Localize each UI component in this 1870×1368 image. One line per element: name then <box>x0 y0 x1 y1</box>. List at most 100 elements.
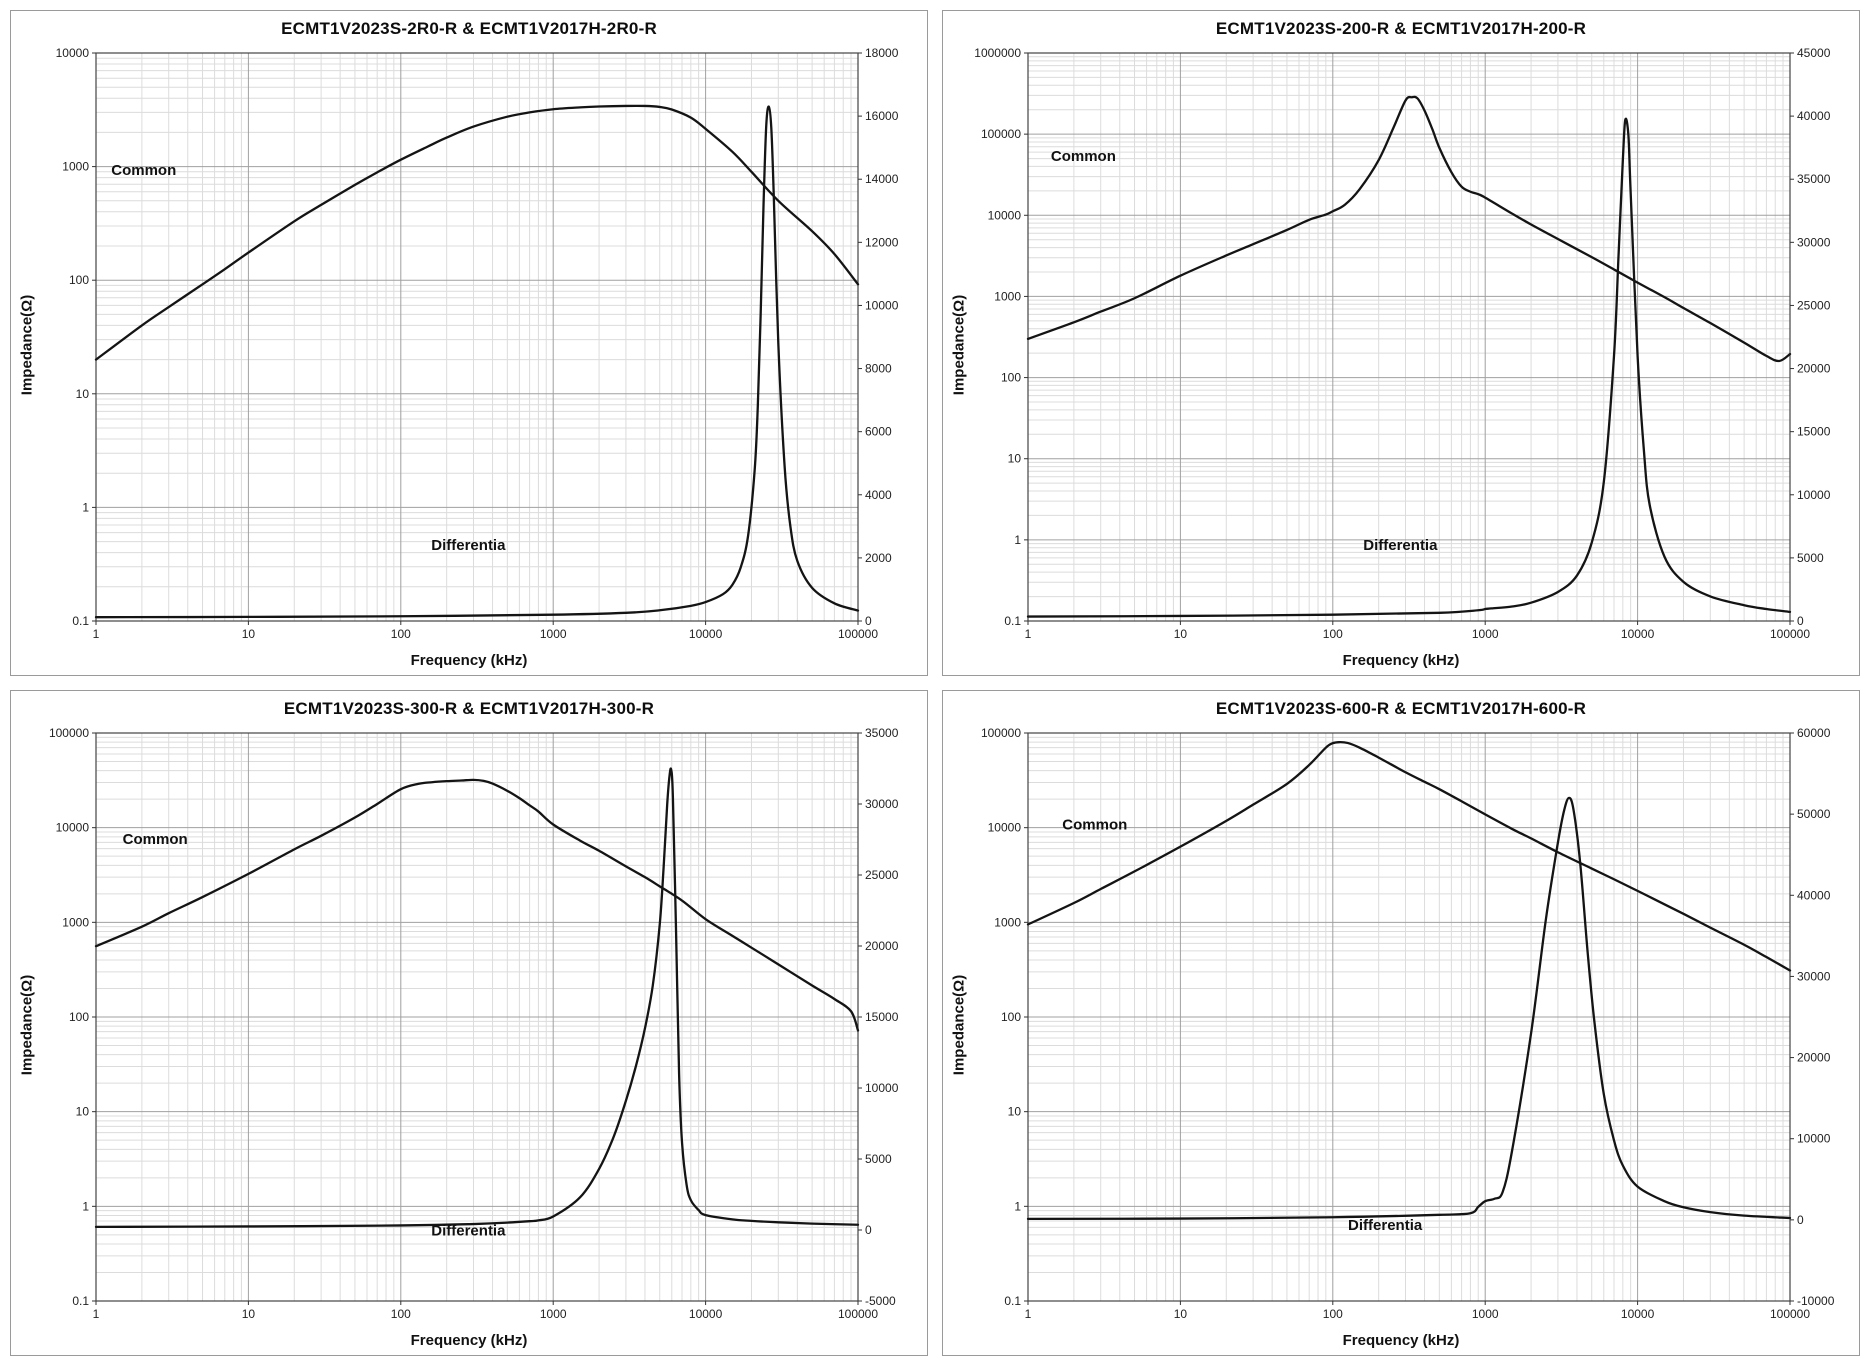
svg-text:-5000: -5000 <box>865 1294 896 1308</box>
plot-area: 1 10 100 1000 10000 1000000.11101001000100001… <box>49 726 899 1321</box>
svg-text:100: 100 <box>391 1307 411 1321</box>
svg-text:50000: 50000 <box>1797 807 1831 821</box>
svg-text:10000: 10000 <box>1797 488 1831 502</box>
svg-text:1: 1 <box>82 1199 89 1213</box>
svg-text:100: 100 <box>1001 1010 1021 1024</box>
differential-mode-curve <box>1026 796 1792 1221</box>
svg-text:20000: 20000 <box>1797 1051 1831 1065</box>
svg-text:1000: 1000 <box>540 627 567 641</box>
common-curve-label: Common <box>111 162 176 179</box>
common-mode-curve <box>94 778 860 1032</box>
svg-text:35000: 35000 <box>865 726 899 740</box>
svg-text:0.1: 0.1 <box>1004 614 1021 628</box>
svg-text:30000: 30000 <box>1797 969 1831 983</box>
svg-text:10000: 10000 <box>1621 627 1655 641</box>
chart-card-600: ECMT1V2023S-600-R & ECMT1V2017H-600-R Im… <box>942 690 1860 1356</box>
svg-text:1000: 1000 <box>62 915 89 929</box>
svg-text:1000000: 1000000 <box>974 46 1021 60</box>
svg-text:1000: 1000 <box>1472 627 1499 641</box>
svg-text:8000: 8000 <box>865 362 892 376</box>
svg-text:10000: 10000 <box>56 46 90 60</box>
svg-text:10000: 10000 <box>689 627 723 641</box>
chart-card-200: ECMT1V2023S-200-R & ECMT1V2017H-200-R Im… <box>942 10 1860 676</box>
svg-text:10: 10 <box>1008 1105 1022 1119</box>
svg-text:0.1: 0.1 <box>72 1294 89 1308</box>
common-curve-label: Common <box>123 831 188 848</box>
svg-text:30000: 30000 <box>1797 235 1831 249</box>
differentia-curve-label: Differentia <box>1348 1217 1423 1234</box>
svg-text:20000: 20000 <box>865 939 899 953</box>
svg-text:10000: 10000 <box>56 821 90 835</box>
svg-text:1: 1 <box>1025 1307 1032 1321</box>
differentia-curve-label: Differentia <box>431 537 506 554</box>
svg-text:0: 0 <box>1797 614 1804 628</box>
left-axis-title: Impedance(Ω) <box>18 294 36 396</box>
chart-body: Impedance(Ω) 1 10 100 1000 10000 100000 0.1 1 10… <box>948 41 1854 649</box>
differential-mode-curve <box>1026 117 1792 618</box>
svg-text:100: 100 <box>69 1010 89 1024</box>
x-axis-title: Frequency (kHz) <box>410 652 528 669</box>
plot-area: 1 10 100 1000 10000 1000000.11101001000100000… <box>56 46 899 641</box>
x-axis-title: Frequency (kHz) <box>1342 652 1460 669</box>
svg-text:10000: 10000 <box>865 1081 899 1095</box>
svg-text:10000: 10000 <box>865 298 899 312</box>
svg-text:0: 0 <box>865 1223 872 1237</box>
svg-text:35000: 35000 <box>1797 172 1831 186</box>
svg-text:30000: 30000 <box>865 797 899 811</box>
chart-body: Impedance(Ω) 1 10 100 1000 10000 100000 0.1 1 10… <box>16 41 922 649</box>
svg-text:1000: 1000 <box>994 915 1021 929</box>
svg-text:1: 1 <box>93 1307 100 1321</box>
common-mode-curve <box>94 104 860 361</box>
svg-text:2000: 2000 <box>865 551 892 565</box>
svg-text:100: 100 <box>1323 627 1343 641</box>
svg-text:40000: 40000 <box>1797 888 1831 902</box>
svg-text:10000: 10000 <box>988 821 1022 835</box>
svg-text:10: 10 <box>1174 1307 1188 1321</box>
svg-text:1: 1 <box>82 500 89 514</box>
svg-text:10000: 10000 <box>1621 1307 1655 1321</box>
chart-title: ECMT1V2023S-300-R & ECMT1V2017H-300-R <box>283 699 655 718</box>
svg-text:14000: 14000 <box>865 172 899 186</box>
svg-text:25000: 25000 <box>1797 298 1831 312</box>
svg-text:100: 100 <box>391 627 411 641</box>
svg-text:1000: 1000 <box>994 289 1021 303</box>
chart-title: ECMT1V2023S-2R0-R & ECMT1V2017H-2R0-R <box>281 19 657 38</box>
svg-text:10: 10 <box>242 1307 256 1321</box>
differentia-curve-label: Differentia <box>431 1223 506 1240</box>
chart-card-2r0: ECMT1V2023S-2R0-R & ECMT1V2017H-2R0-R Im… <box>10 10 928 676</box>
plot-area: 1 10 100 1000 10000 1000000.11101001000100001… <box>981 726 1835 1321</box>
common-mode-curve <box>1026 740 1792 972</box>
svg-text:10: 10 <box>76 1105 90 1119</box>
svg-text:100000: 100000 <box>1770 627 1810 641</box>
svg-text:1000: 1000 <box>540 1307 567 1321</box>
svg-text:25000: 25000 <box>865 868 899 882</box>
svg-text:0.1: 0.1 <box>72 614 89 628</box>
svg-text:10: 10 <box>76 387 90 401</box>
svg-text:100: 100 <box>69 273 89 287</box>
chart-title: ECMT1V2023S-200-R & ECMT1V2017H-200-R <box>1215 19 1587 38</box>
svg-text:1000: 1000 <box>62 160 89 174</box>
svg-text:1000: 1000 <box>1472 1307 1499 1321</box>
common-curve-label: Common <box>1051 148 1116 165</box>
svg-text:16000: 16000 <box>865 109 899 123</box>
svg-text:100000: 100000 <box>49 726 89 740</box>
svg-text:100000: 100000 <box>981 726 1021 740</box>
differential-mode-curve <box>94 105 860 619</box>
svg-text:100: 100 <box>1001 371 1021 385</box>
chart-title: ECMT1V2023S-600-R & ECMT1V2017H-600-R <box>1215 699 1587 718</box>
svg-text:6000: 6000 <box>865 425 892 439</box>
svg-text:100: 100 <box>1323 1307 1343 1321</box>
svg-text:10: 10 <box>242 627 256 641</box>
left-axis-title: Impedance(Ω) <box>18 974 36 1076</box>
svg-text:100000: 100000 <box>1770 1307 1810 1321</box>
differentia-curve-label: Differentia <box>1363 537 1438 554</box>
svg-text:100000: 100000 <box>981 127 1021 141</box>
svg-text:5000: 5000 <box>865 1152 892 1166</box>
svg-text:15000: 15000 <box>865 1010 899 1024</box>
svg-text:10000: 10000 <box>1797 1132 1831 1146</box>
svg-text:4000: 4000 <box>865 488 892 502</box>
common-mode-curve <box>1026 95 1792 363</box>
svg-text:40000: 40000 <box>1797 109 1831 123</box>
svg-text:10000: 10000 <box>689 1307 723 1321</box>
